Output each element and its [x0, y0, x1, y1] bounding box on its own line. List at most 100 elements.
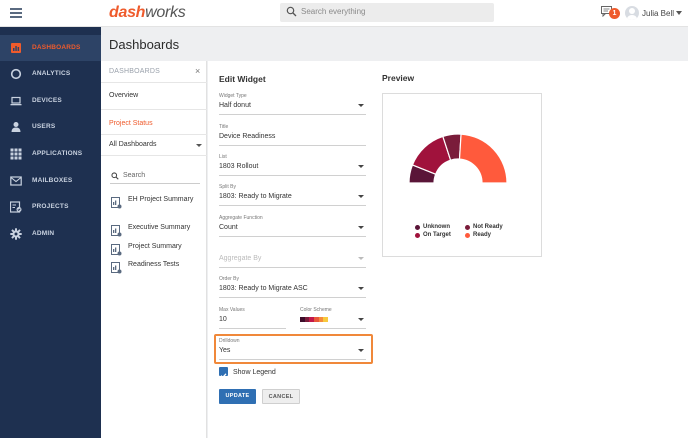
legend-item[interactable]: Ready: [465, 232, 492, 238]
field-label: Widget Type: [219, 93, 247, 99]
field-label: Max Values: [219, 307, 245, 313]
sidebar-item-label: MAILBOXES: [32, 177, 73, 184]
divider: [101, 134, 207, 135]
divider: [101, 109, 207, 110]
sidebar-item-applications[interactable]: APPLICATIONS: [0, 141, 101, 167]
half-donut-chart: [408, 133, 508, 184]
max-values-field[interactable]: Max Values 10: [219, 307, 286, 329]
mail-icon: [10, 176, 22, 186]
dashboard-label: Readiness Tests: [128, 261, 180, 268]
split-by-select[interactable]: Split By 1803: Ready to Migrate: [219, 184, 366, 206]
preview-panel: Unknown Not Ready On Target Ready: [382, 93, 542, 257]
overview-link[interactable]: Overview: [109, 92, 139, 99]
field-value: 1803 Rollout: [219, 163, 259, 170]
sidebar-item-analytics[interactable]: ANALYTICS: [0, 61, 101, 87]
legend-label: Not Ready: [473, 224, 503, 230]
legend-label: Ready: [473, 232, 492, 238]
color-scheme-select[interactable]: Color Scheme: [300, 307, 366, 329]
dashboard-doc-icon: [111, 262, 122, 274]
field-value: 1803: Ready to Migrate: [219, 193, 292, 200]
field-value: Yes: [219, 347, 231, 354]
analytics-icon: [10, 68, 22, 80]
legend-swatch: [415, 225, 420, 230]
title-field[interactable]: Title Device Readiness: [219, 124, 366, 146]
dashboard-doc-icon: [111, 197, 122, 209]
sidebar-item-mailboxes[interactable]: MAILBOXES: [0, 168, 101, 194]
aggregate-by-select[interactable]: Aggregate By: [219, 246, 366, 268]
chevron-down-icon[interactable]: [196, 144, 202, 147]
widget-type-select[interactable]: Widget Type Half donut: [219, 93, 366, 115]
field-value: 1803: Ready to Migrate ASC: [219, 285, 308, 292]
sidebar-item-label: USERS: [32, 123, 56, 130]
sidebar-item-label: PROJECTS: [32, 203, 69, 210]
cancel-button[interactable]: CANCEL: [262, 389, 300, 404]
preview-title: Preview: [382, 73, 415, 83]
dashboard-search[interactable]: Search: [110, 169, 200, 184]
chevron-down-icon: [358, 165, 364, 168]
field-label: Aggregate Function: [219, 215, 263, 221]
order-by-select[interactable]: Order By 1803: Ready to Migrate ASC: [219, 276, 366, 298]
sidebar-item-users[interactable]: USERS: [0, 114, 101, 140]
chevron-down-icon: [358, 318, 364, 321]
sidebar-item-dashboards[interactable]: DASHBOARDS: [0, 35, 101, 61]
sidebar: DASHBOARDS ANALYTICS DEVICES USERS APPLI…: [0, 27, 101, 438]
sidebar-item-label: DEVICES: [32, 97, 62, 104]
legend-item[interactable]: On Target: [415, 232, 451, 238]
drilldown-highlight: [214, 334, 373, 364]
donut-slice-ready[interactable]: [458, 133, 508, 184]
field-value: Half donut: [219, 102, 251, 109]
legend-swatch: [465, 225, 470, 230]
field-value: 10: [219, 316, 227, 323]
app-logo[interactable]: dashworks: [109, 4, 186, 21]
divider: [101, 155, 207, 156]
legend-item[interactable]: Unknown: [415, 224, 450, 230]
sidebar-item-projects[interactable]: PROJECTS: [0, 194, 101, 220]
search-input[interactable]: Search: [123, 172, 146, 179]
drilldown-select[interactable]: Drilldown Yes: [219, 338, 366, 360]
search-icon: [111, 172, 119, 180]
update-button[interactable]: UPDATE: [219, 389, 256, 404]
dashboard-label: Project Summary: [128, 243, 182, 250]
chevron-down-icon: [358, 257, 364, 260]
field-label: Drilldown: [219, 338, 240, 344]
user-name[interactable]: Julia Bell: [642, 9, 675, 18]
legend-item[interactable]: Not Ready: [465, 224, 503, 230]
color-scheme-swatch: [300, 317, 329, 322]
panel-heading: DASHBOARDS: [109, 68, 161, 75]
chevron-down-icon[interactable]: [676, 11, 682, 15]
search-input[interactable]: Search everything: [301, 7, 366, 16]
legend-swatch: [465, 233, 470, 238]
dashboards-panel: DASHBOARDS × Overview Project Status All…: [101, 61, 207, 438]
chevron-down-icon: [358, 287, 364, 290]
gear-icon: [10, 228, 22, 240]
legend-label: On Target: [423, 232, 451, 238]
page-title: Dashboards: [109, 37, 180, 52]
field-placeholder: Aggregate By: [219, 255, 262, 262]
aggregate-function-select[interactable]: Aggregate Function Count: [219, 215, 366, 237]
search-bar[interactable]: Search everything: [280, 3, 494, 22]
field-label: Title: [219, 124, 229, 130]
sidebar-item-label: ANALYTICS: [32, 70, 71, 77]
field-label: List: [219, 154, 227, 160]
sidebar-item-label: ADMIN: [32, 230, 55, 237]
avatar[interactable]: [625, 6, 639, 20]
show-legend-checkbox[interactable]: [219, 367, 228, 379]
menu-icon[interactable]: [10, 8, 22, 18]
legend-swatch: [415, 233, 420, 238]
show-legend-label: Show Legend: [233, 369, 276, 376]
dashboard-label: EH Project Summary: [128, 196, 194, 203]
dashboard-filter-select[interactable]: All Dashboards: [109, 141, 157, 148]
field-label: Split By: [219, 184, 236, 190]
sidebar-item-label: DASHBOARDS: [32, 44, 81, 51]
projects-icon: [10, 201, 22, 213]
dashboard-doc-icon: [111, 225, 122, 237]
field-value: Device Readiness: [219, 133, 276, 140]
top-bar: dashworks Search everything 1 Julia Bell: [0, 0, 688, 27]
sidebar-item-devices[interactable]: DEVICES: [0, 88, 101, 114]
list-select[interactable]: List 1803 Rollout: [219, 154, 366, 176]
check-icon: [220, 373, 227, 379]
close-icon[interactable]: ×: [195, 66, 201, 76]
chevron-down-icon: [358, 195, 364, 198]
project-status-link[interactable]: Project Status: [109, 120, 153, 127]
sidebar-item-admin[interactable]: ADMIN: [0, 221, 101, 247]
